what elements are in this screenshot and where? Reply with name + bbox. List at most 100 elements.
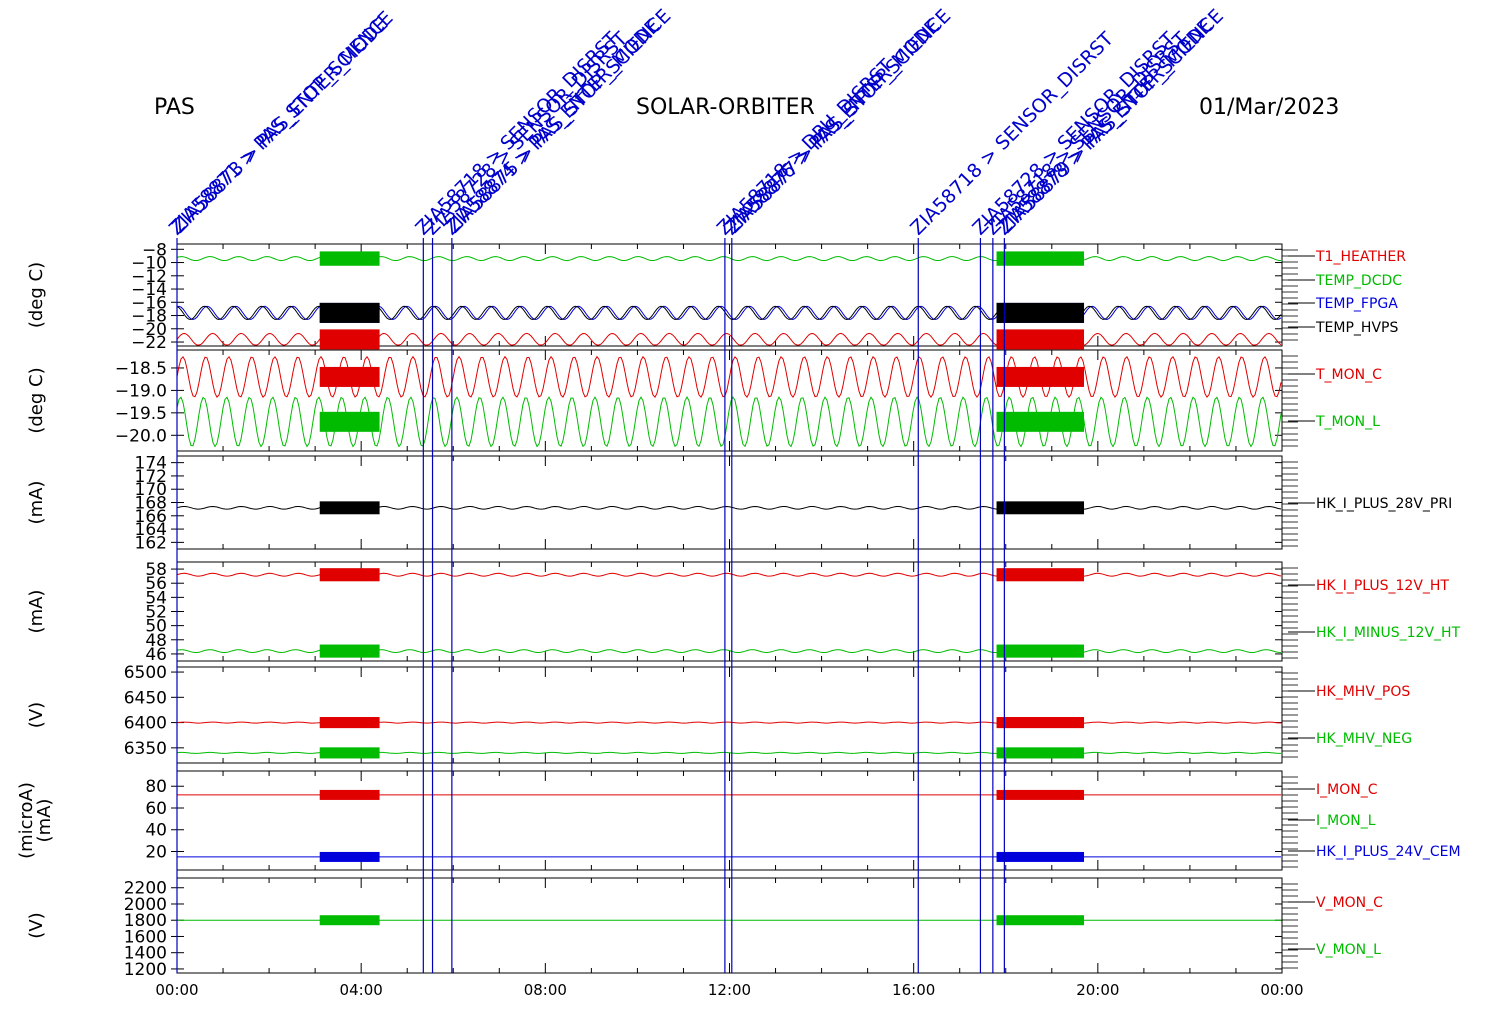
- high-rate-band: [996, 915, 1085, 926]
- high-rate-band: [319, 251, 380, 266]
- y-tick-label: 2000: [124, 895, 167, 915]
- y-tick-label: 166: [135, 507, 167, 527]
- high-rate-band: [319, 644, 380, 658]
- y-tick-label: −20: [131, 320, 167, 340]
- y-tick-label: 50: [145, 617, 167, 637]
- event-label: ZIA58728 > SENSOR_DISRST: [421, 28, 633, 240]
- high-rate-band: [319, 329, 380, 350]
- y-tick-label: 54: [145, 588, 167, 608]
- y-tick-label: 6400: [124, 714, 167, 734]
- high-rate-band: [996, 366, 1085, 387]
- high-rate-band: [319, 789, 380, 800]
- y-tick-label: 48: [145, 631, 167, 651]
- instrument-title: PAS: [154, 95, 195, 120]
- legend-label: HK_I_PLUS_24V_CEM: [1316, 844, 1461, 860]
- legend-label: HK_I_MINUS_12V_HT: [1316, 625, 1461, 641]
- high-rate-band: [996, 501, 1085, 515]
- y-tick-label: 6350: [124, 739, 167, 759]
- y-axis-label: (V): [26, 702, 47, 728]
- legend-label: I_MON_L: [1316, 813, 1376, 829]
- high-rate-band: [319, 411, 380, 432]
- y-tick-label: 60: [145, 799, 167, 819]
- x-tick-label: 00:00: [155, 981, 198, 999]
- high-rate-band: [996, 789, 1085, 800]
- y-tick-label: −18: [131, 307, 167, 327]
- high-rate-band: [996, 851, 1085, 862]
- high-rate-band: [319, 568, 380, 582]
- high-rate-band: [996, 644, 1085, 658]
- y-axis-label-2: (mA): [34, 799, 55, 843]
- legend-label: HK_I_PLUS_12V_HT: [1316, 578, 1449, 594]
- high-rate-band: [996, 717, 1085, 729]
- legend-label: HK_MHV_POS: [1316, 684, 1410, 700]
- y-tick-label: 168: [135, 494, 167, 514]
- y-tick-label: 6500: [124, 663, 167, 683]
- y-axis-label: (mA): [26, 590, 47, 634]
- event-label: ZIA58873 > PAS_ENTER_MODE: [168, 13, 392, 237]
- legend-label: V_MON_C: [1316, 895, 1383, 911]
- y-tick-label: 1600: [124, 927, 167, 947]
- legend-label: HK_I_PLUS_28V_PRI: [1316, 496, 1452, 512]
- panels-layer: −8−10−12−14−16−18−20−22 (deg C) T1_HEATHER…: [16, 240, 1461, 980]
- panel-1: −8−10−12−14−16−18−20−22 (deg C) T1_HEATHER…: [26, 240, 1406, 353]
- legend-label: HK_MHV_NEG: [1316, 731, 1412, 747]
- y-tick-label: 56: [145, 574, 167, 594]
- y-tick-label: −10: [131, 254, 167, 274]
- legend-label: T_MON_L: [1315, 414, 1380, 430]
- y-tick-label: 46: [145, 645, 167, 665]
- y-tick-label: −22: [131, 333, 167, 353]
- y-axis-label: (deg C): [26, 367, 47, 433]
- x-tick-label: 08:00: [524, 981, 567, 999]
- mission-title: SOLAR-ORBITER: [636, 95, 815, 120]
- high-rate-band: [996, 329, 1085, 350]
- high-rate-band: [319, 717, 380, 729]
- legend-label: V_MON_L: [1316, 942, 1381, 958]
- high-rate-band: [319, 501, 380, 515]
- y-tick-label: −12: [131, 267, 167, 287]
- time-axis: 00:00 04:00 08:00 12:00 16:00 20:00 00:00: [155, 981, 1303, 999]
- high-rate-band: [996, 251, 1085, 266]
- y-axis-label: (deg C): [26, 262, 47, 328]
- y-tick-label: 40: [145, 821, 167, 841]
- event-label: ZIA58877 > PAS_STOP_SCIENCE: [723, 5, 956, 238]
- y-tick-label: 164: [135, 520, 167, 540]
- high-rate-band: [319, 366, 380, 387]
- y-axis-label: (mA): [26, 481, 47, 525]
- y-tick-label: 174: [135, 454, 167, 474]
- legend-label: TEMP_HVPS: [1315, 320, 1398, 336]
- y-tick-label: −19.5: [115, 404, 167, 424]
- y-tick-label: 6450: [124, 688, 167, 708]
- y-tick-label: −19.0: [115, 381, 167, 401]
- legend-label: T1_HEATHER: [1315, 249, 1406, 265]
- panel-frame: [176, 877, 1283, 974]
- high-rate-band: [996, 568, 1085, 582]
- y-tick-label: 1400: [124, 944, 167, 964]
- high-rate-band: [996, 302, 1085, 323]
- legend-label: TEMP_FPGA: [1315, 296, 1398, 312]
- y-tick-label: −16: [131, 293, 167, 313]
- x-tick-label: 20:00: [1076, 981, 1119, 999]
- high-rate-band: [319, 915, 380, 926]
- date-title: 01/Mar/2023: [1199, 95, 1340, 120]
- high-rate-band: [996, 411, 1085, 432]
- legend-label: T_MON_C: [1315, 367, 1382, 383]
- high-rate-band: [319, 747, 380, 759]
- y-tick-label: −14: [131, 280, 167, 300]
- legend-label: TEMP_DCDC: [1315, 273, 1402, 289]
- panel-2: −18.5−19.0 −19.5−20.0 (deg C) T_MON_C T_MON_…: [26, 349, 1382, 452]
- y-tick-label: −20.0: [115, 426, 167, 446]
- series-line-t_mon_l: [176, 396, 1282, 448]
- high-rate-band: [996, 747, 1085, 759]
- y-tick-label: −18.5: [115, 359, 167, 379]
- x-tick-label: 16:00: [892, 981, 935, 999]
- y-axis-label: (V): [26, 912, 47, 938]
- high-rate-band: [319, 851, 380, 862]
- y-tick-label: 58: [145, 560, 167, 580]
- y-tick-label: 52: [145, 603, 167, 623]
